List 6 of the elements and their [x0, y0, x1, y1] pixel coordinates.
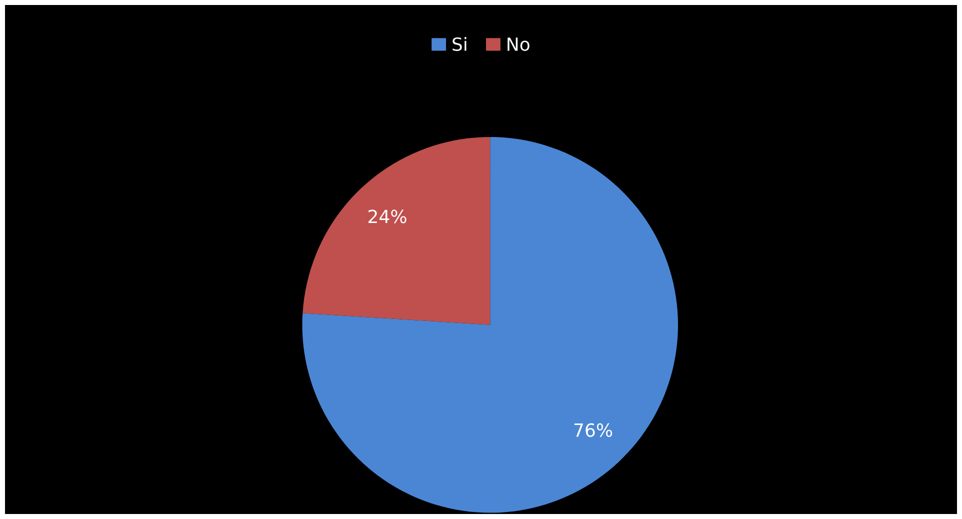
data-label: 76%: [574, 423, 612, 437]
legend-label: No: [508, 38, 530, 51]
pie-slice: [302, 137, 678, 513]
pie-slice: [302, 137, 490, 325]
legend-label: Si: [452, 37, 466, 51]
data-label: 24%: [368, 210, 406, 224]
